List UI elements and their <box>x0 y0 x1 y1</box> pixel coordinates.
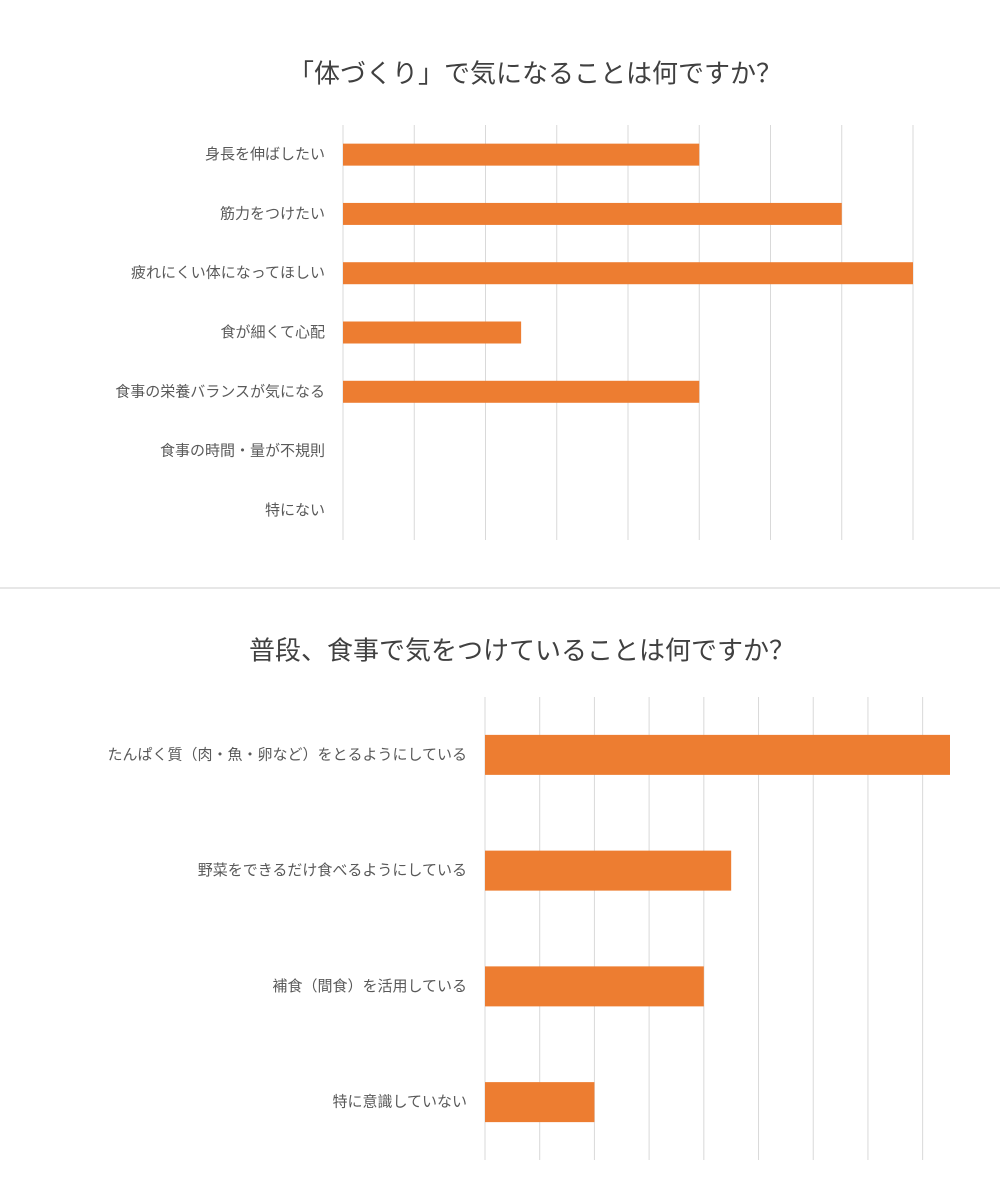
category-label: たんぱく質（肉・魚・卵など）をとるようにしている <box>107 745 467 763</box>
bar <box>485 850 732 891</box>
chart-title: 「体づくり」で気になることは何ですか？ <box>288 60 782 90</box>
category-label: 筋力をつけたい <box>220 204 325 222</box>
bar <box>343 143 700 166</box>
bar <box>485 966 704 1007</box>
bar <box>485 734 950 775</box>
bar <box>343 380 700 403</box>
category-label: 野菜をできるだけ食べるようにしている <box>198 861 467 879</box>
category-label: 特に意識していない <box>332 1093 467 1111</box>
category-label: 特にない <box>265 501 325 519</box>
category-label: 食事の時間・量が不規則 <box>160 442 325 460</box>
category-label: 食事の栄養バランスが気になる <box>115 382 325 400</box>
bar <box>485 1082 595 1123</box>
category-label: 疲れにくい体になってほしい <box>131 264 325 282</box>
category-label: 食が細くて心配 <box>220 323 325 341</box>
category-label: 身長を伸ばしたい <box>205 145 325 163</box>
bar <box>343 262 913 285</box>
chart-title: 普段、食事で気をつけていることは何ですか？ <box>249 637 795 667</box>
bar <box>343 202 842 225</box>
bar <box>343 321 522 344</box>
category-label: 補食（間食）を活用している <box>272 977 467 995</box>
